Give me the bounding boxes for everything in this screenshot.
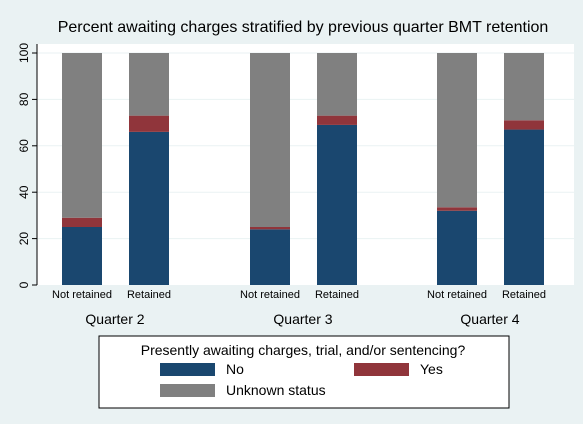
group-label: Quarter 4 xyxy=(460,311,519,327)
bars xyxy=(62,53,544,285)
legend-label: Yes xyxy=(420,361,443,377)
y-tick-label: 0 xyxy=(17,281,31,288)
bar-segment-yes xyxy=(250,227,290,230)
bar-segment-no xyxy=(504,129,544,285)
bar-segment-yes xyxy=(504,120,544,130)
bar-segment-no xyxy=(437,210,477,285)
bar-segment-yes xyxy=(317,115,357,125)
legend-label: No xyxy=(226,361,244,377)
bar-segment-unknown-status xyxy=(504,53,544,121)
y-axis: 0 20 40 60 80 100 xyxy=(17,43,38,288)
bar-category-label: Retained xyxy=(502,289,546,301)
bar-segment-no xyxy=(62,227,102,285)
grid-lines xyxy=(37,52,574,240)
legend-title: Presently awaiting charges, trial, and/o… xyxy=(141,342,466,358)
bar-category-label: Retained xyxy=(127,289,171,301)
y-tick-label: 20 xyxy=(17,232,31,246)
chart-title: Percent awaiting charges stratified by p… xyxy=(58,19,549,36)
bar-segment-yes xyxy=(129,115,169,132)
y-tick-label: 100 xyxy=(17,43,31,63)
bar-segment-unknown-status xyxy=(250,53,290,227)
bar-segment-yes xyxy=(62,217,102,227)
bar-segment-unknown-status xyxy=(437,53,477,208)
bar-segment-yes xyxy=(437,207,477,211)
bar-category-label: Not retained xyxy=(52,289,112,301)
bar-category-label: Not retained xyxy=(240,289,300,301)
legend: Presently awaiting charges, trial, and/o… xyxy=(98,335,510,409)
y-tick-label: 60 xyxy=(17,139,31,153)
y-tick-label: 40 xyxy=(17,185,31,199)
legend-swatch-no xyxy=(160,363,215,376)
bar-segment-no xyxy=(250,229,290,285)
bar-segment-no xyxy=(129,131,169,285)
bar-segment-no xyxy=(317,124,357,285)
bar-segment-unknown-status xyxy=(317,53,357,116)
bar-segment-unknown-status xyxy=(129,53,169,116)
bar-segment-unknown-status xyxy=(62,53,102,218)
legend-swatch-yes xyxy=(354,363,409,376)
x-axis-labels: Not retained Retained Quarter 2 Not retaine… xyxy=(52,289,546,327)
group-label: Quarter 2 xyxy=(85,311,144,327)
plot-area xyxy=(37,44,574,285)
legend-swatch-unknown-status xyxy=(160,384,215,397)
y-tick-label: 80 xyxy=(17,92,31,106)
group-label: Quarter 3 xyxy=(273,311,332,327)
bar-category-label: Retained xyxy=(315,289,359,301)
bar-category-label: Not retained xyxy=(427,289,487,301)
legend-label: Unknown status xyxy=(226,382,326,398)
